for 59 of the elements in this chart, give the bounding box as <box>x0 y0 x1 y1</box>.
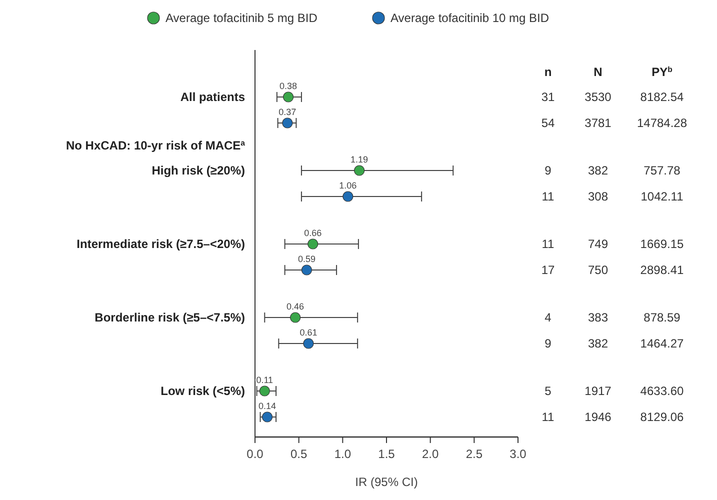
text: 1669.15 <box>640 237 684 251</box>
y-tick-label: Intermediate risk (≥7.5–<20%) <box>76 237 245 251</box>
text: PY$^{b}$ <box>652 64 673 79</box>
y-tick-label: All patients <box>180 90 246 104</box>
text: 383 <box>588 310 608 324</box>
data-label: 0.59 <box>298 254 316 264</box>
text: 17 <box>541 263 555 277</box>
text: 11 <box>542 410 555 424</box>
y-tick-label: High risk (≥20%) <box>152 164 245 178</box>
y-tick-label: Borderline risk (≥5–<7.5%) <box>94 310 245 324</box>
x-tick-label: 0.0 <box>246 447 264 461</box>
text: 4633.60 <box>640 384 684 398</box>
text: n <box>544 65 552 79</box>
text: 382 <box>588 164 608 178</box>
text: 9 <box>544 164 552 178</box>
text: 3530 <box>584 90 612 104</box>
x-tick-label: 2.5 <box>466 447 483 461</box>
x-tick-label: 2.0 <box>422 447 439 461</box>
text: 878.59 <box>644 310 681 324</box>
text: 11 <box>542 190 555 204</box>
data-label: 0.46 <box>286 302 304 312</box>
data-label: 0.61 <box>300 328 318 338</box>
x-tick-label: 1.0 <box>334 447 352 461</box>
text: 750 <box>588 263 608 277</box>
text: N <box>594 65 602 79</box>
x-tick-label: 3.0 <box>510 447 527 461</box>
text: 5 <box>544 384 552 398</box>
text: 3781 <box>584 116 612 130</box>
text: 14784.28 <box>636 116 688 130</box>
text: No HxCAD: 10-yr risk of MACE$^{a}$ <box>66 138 246 152</box>
data-label: 0.11 <box>256 375 274 385</box>
text: 382 <box>588 336 608 350</box>
text: 31 <box>541 90 555 104</box>
data-label: 0.66 <box>304 228 322 238</box>
text: 1464.27 <box>640 336 684 350</box>
text: 11 <box>542 237 555 251</box>
text: 2898.41 <box>640 263 684 277</box>
y-tick-label: Low risk (<5%) <box>160 384 245 398</box>
data-label: 0.37 <box>278 107 296 117</box>
data-label: 1.19 <box>350 154 368 164</box>
legend-label: Average tofacitinib 10 mg BID <box>390 11 550 25</box>
text: 757.78 <box>644 164 681 178</box>
text: 4 <box>544 310 552 324</box>
x-tick-label: 0.5 <box>290 447 308 461</box>
text: 54 <box>541 116 555 130</box>
text: 8129.06 <box>640 410 684 424</box>
text: 1946 <box>584 410 612 424</box>
x-axis-title: IR (95% CI) <box>355 475 418 489</box>
data-label: 0.38 <box>280 81 298 91</box>
x-tick-label: 1.5 <box>378 447 396 461</box>
legend-label: Average tofacitinib 5 mg BID <box>166 11 318 25</box>
text: 9 <box>544 336 552 350</box>
data-label: 0.14 <box>258 401 276 411</box>
data-label: 1.06 <box>339 180 357 190</box>
text: 1917 <box>584 384 612 398</box>
text: 1042.11 <box>640 190 684 204</box>
text: 308 <box>588 190 608 204</box>
text: 749 <box>588 237 608 251</box>
text: 8182.54 <box>640 90 684 104</box>
